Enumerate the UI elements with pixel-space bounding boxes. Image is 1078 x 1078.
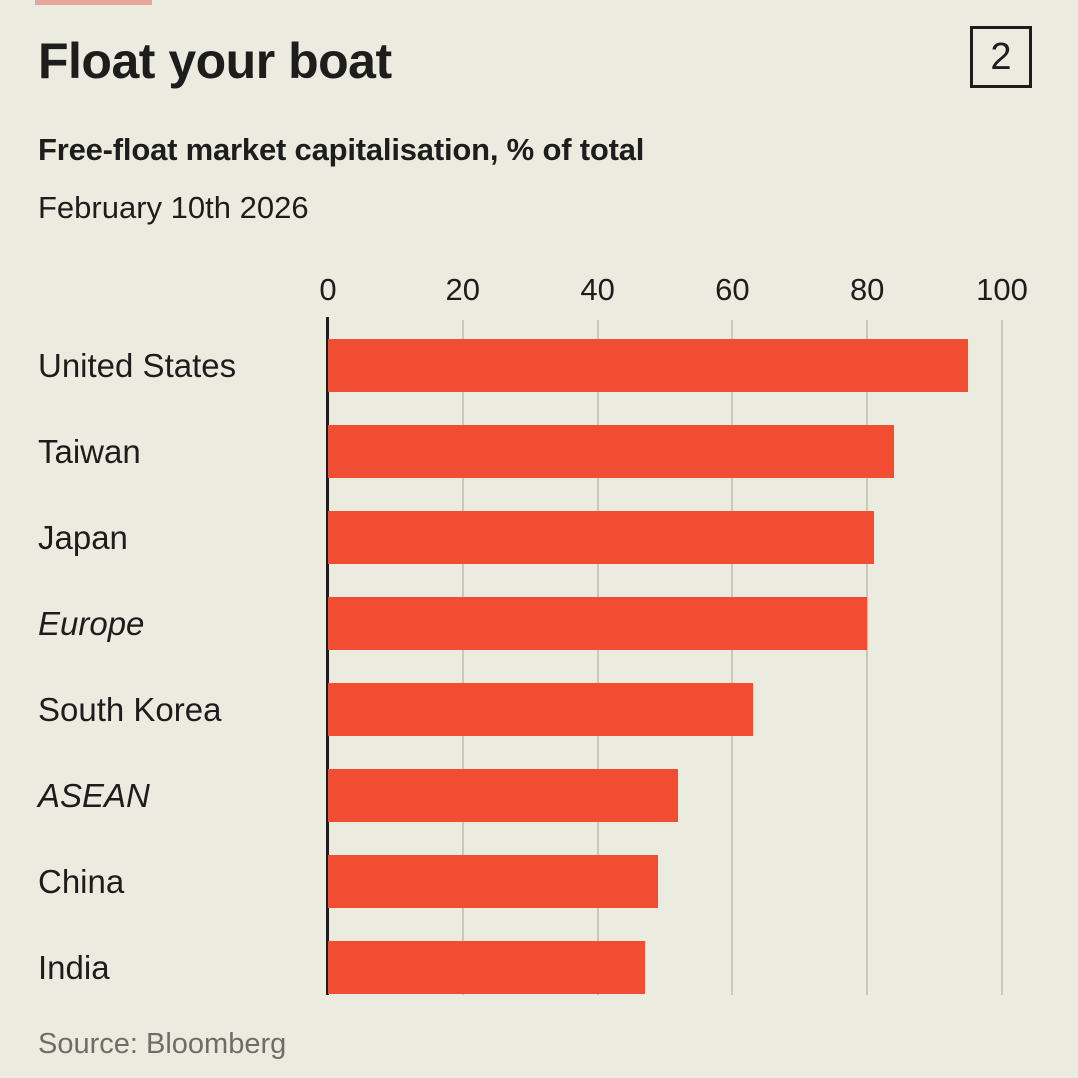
source-note: Source: Bloomberg xyxy=(38,1028,287,1060)
bar-india xyxy=(328,941,645,994)
economist-red-tab xyxy=(35,0,152,5)
bar-united-states xyxy=(328,339,969,392)
x-tick-label-20: 20 xyxy=(445,272,481,307)
plot-area xyxy=(326,317,1003,995)
x-tick-label-80: 80 xyxy=(849,272,885,307)
chart-subtitle: Free-float market capitalisation, % of t… xyxy=(38,132,645,167)
bar-japan xyxy=(328,511,874,564)
category-label-south-korea: South Korea xyxy=(38,691,222,728)
x-axis: 0 20 40 60 80 100 xyxy=(319,272,1027,312)
gridline-100 xyxy=(1001,320,1003,995)
bar-europe xyxy=(328,597,868,650)
gridline-60 xyxy=(731,320,734,995)
x-tick-label-40: 40 xyxy=(580,272,615,307)
gridline-40 xyxy=(596,320,599,995)
category-label-japan: Japan xyxy=(38,519,128,556)
bar-south-korea xyxy=(328,683,753,736)
chart-index-box: 2 xyxy=(970,26,1032,88)
bar-asean xyxy=(328,769,679,822)
category-label-europe: Europe xyxy=(38,605,145,642)
x-tick-label-100: 100 xyxy=(976,272,1028,307)
chart-title: Float your boat xyxy=(38,33,392,89)
category-label-asean: ASEAN xyxy=(38,777,150,814)
category-label-united-states: United States xyxy=(38,347,237,384)
chart-date: February 10th 2026 xyxy=(38,190,309,225)
category-label-taiwan: Taiwan xyxy=(38,433,141,470)
category-labels: United States Taiwan Japan Europe South Kore… xyxy=(0,320,328,995)
gridline-20 xyxy=(461,320,464,995)
category-label-india: India xyxy=(38,949,110,986)
bar-taiwan xyxy=(328,425,895,478)
bar-china xyxy=(328,855,659,908)
x-tick-label-60: 60 xyxy=(715,272,750,307)
x-tick-label-0: 0 xyxy=(319,272,337,307)
chart-index-number: 2 xyxy=(990,35,1012,78)
gridline-80 xyxy=(866,320,869,995)
category-label-china: China xyxy=(38,863,125,900)
axis-zero-line xyxy=(326,317,329,995)
